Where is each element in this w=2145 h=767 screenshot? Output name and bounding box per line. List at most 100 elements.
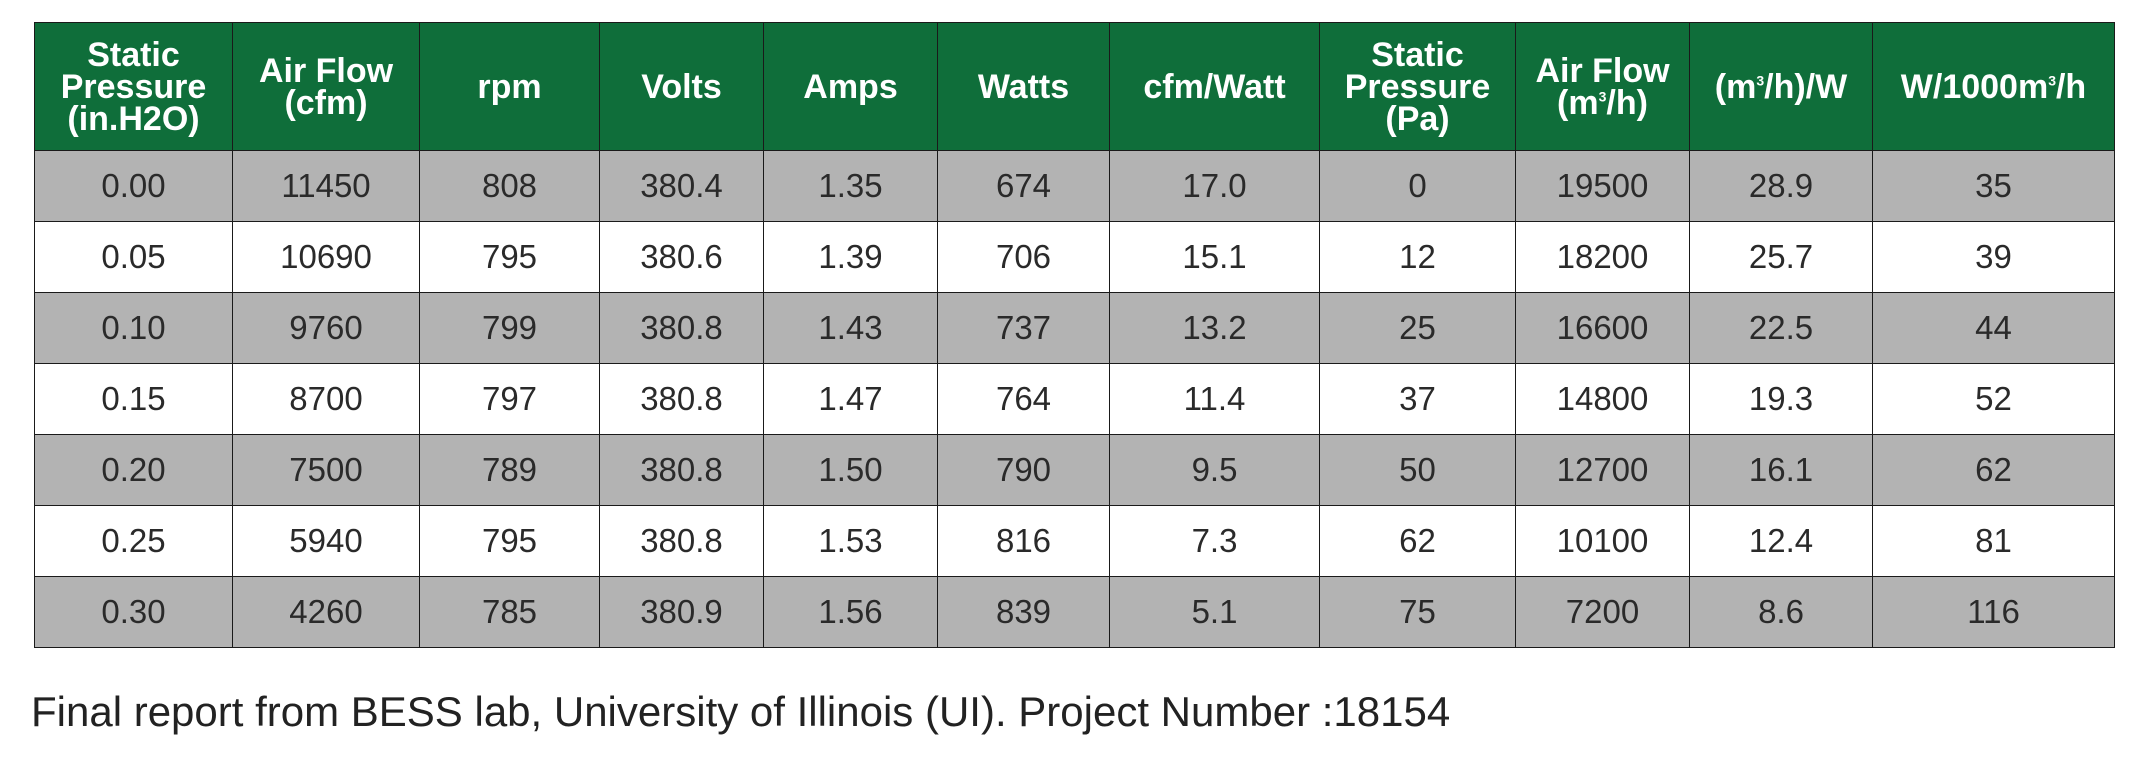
cell-air-flow-m3h: 18200 <box>1515 221 1690 293</box>
cell-watts: 764 <box>937 363 1110 435</box>
cell-watts-per-1000m3h: 44 <box>1872 292 2115 364</box>
cell-volts: 380.8 <box>599 292 764 364</box>
header-air-flow-cfm: Air Flow (cfm) <box>232 22 420 151</box>
cell-static-pressure-in: 0.00 <box>34 150 233 222</box>
cell-static-pressure-in: 0.05 <box>34 221 233 293</box>
header-m3h-per-watt-sup: 3 <box>1756 72 1765 89</box>
header-volts: Volts <box>599 22 764 151</box>
cell-amps: 1.35 <box>763 150 938 222</box>
table-body: 0.00 11450 808 380.4 1.35 674 17.0 0 19500 28.9 35… <box>34 150 2115 648</box>
cell-air-flow-cfm: 7500 <box>232 434 420 506</box>
cell-static-pressure-in: 0.15 <box>34 363 233 435</box>
cell-rpm: 795 <box>419 505 600 577</box>
cell-volts: 380.8 <box>599 363 764 435</box>
cell-rpm: 785 <box>419 576 600 648</box>
cell-static-pressure-pa: 25 <box>1319 292 1516 364</box>
cell-air-flow-cfm: 11450 <box>232 150 420 222</box>
cell-cfm-per-watt: 7.3 <box>1109 505 1320 577</box>
header-watts-per-1000m3h: W/1000m3/h <box>1872 22 2115 151</box>
cell-watts: 737 <box>937 292 1110 364</box>
cell-static-pressure-pa: 50 <box>1319 434 1516 506</box>
cell-cfm-per-watt: 13.2 <box>1109 292 1320 364</box>
cell-cfm-per-watt: 11.4 <box>1109 363 1320 435</box>
cell-static-pressure-pa: 12 <box>1319 221 1516 293</box>
header-m3h-per-watt-pre: (m <box>1714 67 1757 106</box>
cell-static-pressure-pa: 62 <box>1319 505 1516 577</box>
cell-watts-per-1000m3h: 39 <box>1872 221 2115 293</box>
cell-air-flow-m3h: 19500 <box>1515 150 1690 222</box>
cell-air-flow-cfm: 8700 <box>232 363 420 435</box>
cell-m3h-per-watt: 22.5 <box>1689 292 1873 364</box>
cell-watts: 706 <box>937 221 1110 293</box>
table-row: 0.05 10690 795 380.6 1.39 706 15.1 12 18200 25.7 3… <box>34 221 2115 293</box>
cell-air-flow-m3h: 12700 <box>1515 434 1690 506</box>
cell-m3h-per-watt: 19.3 <box>1689 363 1873 435</box>
cell-watts: 816 <box>937 505 1110 577</box>
cell-static-pressure-in: 0.25 <box>34 505 233 577</box>
cell-air-flow-cfm: 4260 <box>232 576 420 648</box>
cell-amps: 1.39 <box>763 221 938 293</box>
cell-volts: 380.8 <box>599 434 764 506</box>
header-watts-per-1000m3h-pre: W/1000m <box>1900 67 2049 106</box>
header-row: Static Pressure (in.H2O) Air Flow (cfm) … <box>34 22 2115 151</box>
cell-watts-per-1000m3h: 35 <box>1872 150 2115 222</box>
report-caption: Final report from BESS lab, University o… <box>31 688 1451 735</box>
cell-cfm-per-watt: 15.1 <box>1109 221 1320 293</box>
header-air-flow-m3h-sup: 3 <box>1598 88 1607 105</box>
cell-watts-per-1000m3h: 116 <box>1872 576 2115 648</box>
cell-m3h-per-watt: 12.4 <box>1689 505 1873 577</box>
cell-rpm: 797 <box>419 363 600 435</box>
cell-air-flow-m3h: 14800 <box>1515 363 1690 435</box>
header-air-flow-m3h: Air Flow (m3/h) <box>1515 22 1690 151</box>
cell-amps: 1.53 <box>763 505 938 577</box>
cell-static-pressure-pa: 0 <box>1319 150 1516 222</box>
cell-static-pressure-pa: 75 <box>1319 576 1516 648</box>
cell-amps: 1.50 <box>763 434 938 506</box>
cell-static-pressure-pa: 37 <box>1319 363 1516 435</box>
header-watts-per-1000m3h-sup: 3 <box>2048 72 2056 89</box>
table-row: 0.10 9760 799 380.8 1.43 737 13.2 25 16600 22.5 44 <box>34 292 2115 364</box>
header-watts: Watts <box>937 22 1110 151</box>
cell-static-pressure-in: 0.10 <box>34 292 233 364</box>
cell-rpm: 795 <box>419 221 600 293</box>
cell-m3h-per-watt: 8.6 <box>1689 576 1873 648</box>
cell-rpm: 789 <box>419 434 600 506</box>
cell-cfm-per-watt: 5.1 <box>1109 576 1320 648</box>
cell-volts: 380.4 <box>599 150 764 222</box>
cell-air-flow-cfm: 10690 <box>232 221 420 293</box>
cell-static-pressure-in: 0.20 <box>34 434 233 506</box>
cell-rpm: 808 <box>419 150 600 222</box>
header-static-pressure-pa: Static Pressure (Pa) <box>1319 22 1516 151</box>
cell-air-flow-cfm: 9760 <box>232 292 420 364</box>
performance-table: Static Pressure (in.H2O) Air Flow (cfm) … <box>34 22 2115 648</box>
cell-watts-per-1000m3h: 81 <box>1872 505 2115 577</box>
cell-air-flow-cfm: 5940 <box>232 505 420 577</box>
cell-amps: 1.56 <box>763 576 938 648</box>
cell-air-flow-m3h: 10100 <box>1515 505 1690 577</box>
cell-m3h-per-watt: 16.1 <box>1689 434 1873 506</box>
table-row: 0.30 4260 785 380.9 1.56 839 5.1 75 7200 8.6 116 <box>34 576 2115 648</box>
header-cfm-per-watt: cfm/Watt <box>1109 22 1320 151</box>
table-row: 0.20 7500 789 380.8 1.50 790 9.5 50 12700 16.1 62 <box>34 434 2115 506</box>
cell-watts: 790 <box>937 434 1110 506</box>
cell-m3h-per-watt: 25.7 <box>1689 221 1873 293</box>
cell-volts: 380.9 <box>599 576 764 648</box>
cell-amps: 1.47 <box>763 363 938 435</box>
header-amps: Amps <box>763 22 938 151</box>
cell-volts: 380.6 <box>599 221 764 293</box>
cell-amps: 1.43 <box>763 292 938 364</box>
cell-watts-per-1000m3h: 62 <box>1872 434 2115 506</box>
table-row: 0.00 11450 808 380.4 1.35 674 17.0 0 19500 28.9 35 <box>34 150 2115 222</box>
header-rpm: rpm <box>419 22 600 151</box>
header-watts-per-1000m3h-post: /h <box>2055 67 2087 106</box>
cell-cfm-per-watt: 9.5 <box>1109 434 1320 506</box>
cell-cfm-per-watt: 17.0 <box>1109 150 1320 222</box>
header-m3h-per-watt-post: /h)/W <box>1764 67 1848 106</box>
cell-rpm: 799 <box>419 292 600 364</box>
cell-m3h-per-watt: 28.9 <box>1689 150 1873 222</box>
header-air-flow-m3h-pre: Air Flow (m <box>1535 51 1670 122</box>
header-static-pressure-in: Static Pressure (in.H2O) <box>34 22 233 151</box>
cell-air-flow-m3h: 16600 <box>1515 292 1690 364</box>
cell-air-flow-m3h: 7200 <box>1515 576 1690 648</box>
header-m3h-per-watt: (m3/h)/W <box>1689 22 1873 151</box>
